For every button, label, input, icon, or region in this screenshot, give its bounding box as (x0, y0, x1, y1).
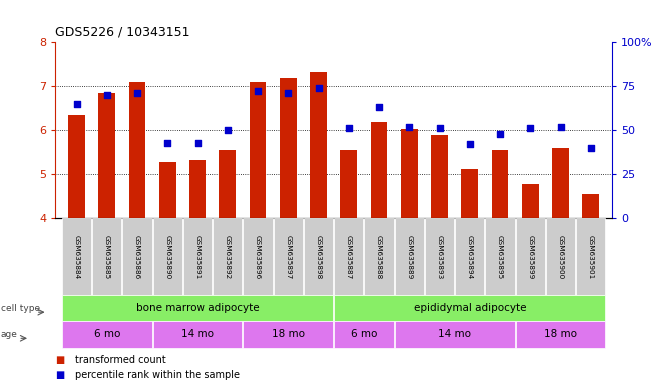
Bar (129, 82, 145, 218)
Text: 6 mo: 6 mo (351, 329, 377, 339)
Bar (250, 82, 266, 218)
Point (465, 141, 475, 147)
Bar (462, 169, 478, 218)
Bar (552, 148, 569, 218)
Point (253, 88, 263, 94)
Text: 18 mo: 18 mo (544, 329, 577, 339)
Text: GSM635900: GSM635900 (557, 235, 564, 279)
Bar (401, 129, 417, 218)
Text: GSM635893: GSM635893 (437, 235, 443, 279)
Bar (340, 150, 357, 218)
Text: GSM635886: GSM635886 (134, 235, 140, 279)
Text: 6 mo: 6 mo (94, 329, 120, 339)
Text: GSM635890: GSM635890 (164, 235, 171, 279)
Text: GSM635897: GSM635897 (285, 235, 291, 279)
Text: age: age (1, 330, 18, 339)
Point (495, 131, 505, 137)
Point (344, 125, 354, 131)
Point (132, 90, 142, 96)
Bar (68, 115, 85, 218)
Point (374, 104, 384, 110)
Text: GSM635899: GSM635899 (527, 235, 533, 279)
Text: GSM635889: GSM635889 (406, 235, 412, 279)
Point (313, 85, 324, 91)
Text: GSM635885: GSM635885 (104, 235, 110, 279)
Bar (370, 122, 387, 218)
Bar (159, 162, 176, 218)
Bar (219, 150, 236, 218)
Text: 14 mo: 14 mo (181, 329, 214, 339)
Text: GSM635894: GSM635894 (467, 235, 473, 279)
Text: percentile rank within the sample: percentile rank within the sample (75, 370, 240, 380)
Text: GSM635891: GSM635891 (195, 235, 201, 279)
Bar (280, 78, 297, 218)
Text: GSM635898: GSM635898 (316, 235, 322, 279)
Text: 14 mo: 14 mo (438, 329, 471, 339)
Bar (431, 136, 448, 218)
Point (283, 90, 294, 96)
Bar (583, 194, 599, 218)
Text: GSM635901: GSM635901 (588, 235, 594, 279)
Text: ■: ■ (55, 355, 64, 365)
Text: cell type: cell type (1, 304, 40, 313)
Text: transformed count: transformed count (75, 355, 165, 365)
Bar (189, 160, 206, 218)
Text: ■: ■ (55, 370, 64, 380)
Point (585, 145, 596, 151)
Bar (310, 72, 327, 218)
Text: 18 mo: 18 mo (271, 329, 305, 339)
Bar (492, 150, 508, 218)
Text: GSM635895: GSM635895 (497, 235, 503, 279)
Text: GSM635896: GSM635896 (255, 235, 261, 279)
Point (525, 125, 536, 131)
Point (434, 125, 445, 131)
Text: GSM635892: GSM635892 (225, 235, 230, 279)
Point (404, 124, 415, 130)
Point (555, 124, 566, 130)
Text: GSM635888: GSM635888 (376, 235, 382, 279)
Bar (522, 184, 538, 218)
Point (223, 127, 233, 133)
Point (102, 92, 112, 98)
Point (162, 139, 173, 146)
Point (192, 139, 202, 146)
Text: epididymal adipocyte: epididymal adipocyte (413, 303, 526, 313)
Text: bone marrow adipocyte: bone marrow adipocyte (135, 303, 259, 313)
Bar (98, 93, 115, 218)
Text: GDS5226 / 10343151: GDS5226 / 10343151 (55, 25, 190, 38)
Point (72, 101, 82, 107)
Text: GSM635884: GSM635884 (74, 235, 79, 279)
Text: GSM635887: GSM635887 (346, 235, 352, 279)
